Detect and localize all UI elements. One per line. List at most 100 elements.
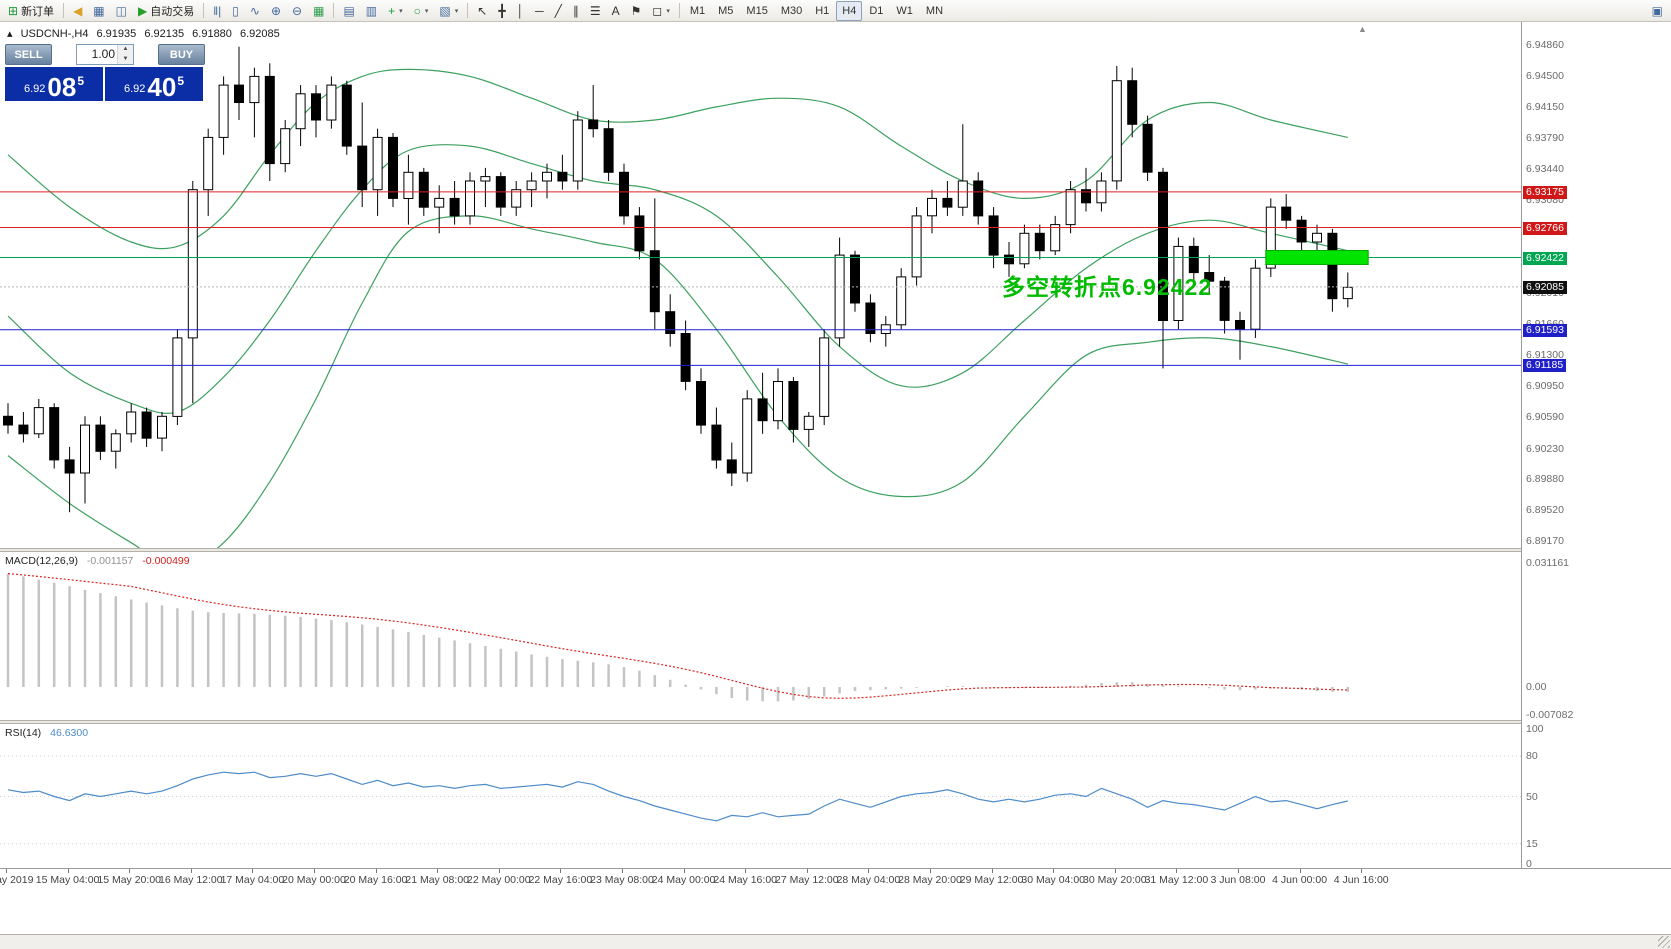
price-badge: 6.92766: [1523, 221, 1567, 235]
macd-header: MACD(12,26,9) -0.001157 -0.000499: [5, 555, 196, 567]
grid-icon[interactable]: ▦: [308, 1, 329, 21]
cursor-icon[interactable]: ↖: [472, 1, 492, 21]
panel-splitter[interactable]: [0, 548, 1671, 552]
timeframe-m1[interactable]: M1: [684, 1, 711, 21]
candle-body: [1019, 232, 1030, 265]
rsi-label: RSI(14): [5, 727, 42, 739]
trendline-icon[interactable]: ╱: [550, 1, 567, 21]
shapes-button[interactable]: ◻ ▾: [647, 1, 674, 21]
candle-body: [557, 171, 568, 182]
candle-body: [326, 84, 337, 121]
sell-price-box[interactable]: 6.92 08 5: [5, 67, 103, 101]
vertical-line-icon[interactable]: │: [512, 1, 530, 21]
tick-chart-icon[interactable]: ▦: [88, 1, 109, 21]
horizontal-line-icon[interactable]: ─: [530, 1, 549, 21]
time-tick: [1361, 869, 1363, 873]
volume-down-icon[interactable]: ▼: [118, 54, 133, 64]
volume-up-icon[interactable]: ▲: [118, 45, 133, 55]
channel-icon[interactable]: ∥: [568, 1, 584, 21]
candle-body: [1265, 206, 1276, 269]
rsi-panel[interactable]: [0, 724, 1521, 868]
candle-body: [927, 197, 937, 217]
candle-body: [834, 254, 845, 339]
candlestick-chart[interactable]: [0, 22, 1521, 548]
buy-price-box[interactable]: 6.92 40 5: [105, 67, 203, 101]
timeframe-h4[interactable]: H4: [836, 0, 863, 21]
candlestick-type-icon[interactable]: ▯: [227, 1, 244, 21]
candle-body: [773, 381, 783, 422]
timeframe-h1[interactable]: H1: [809, 1, 835, 21]
bar-chart-type-icon[interactable]: ‖|: [208, 1, 226, 21]
candle-body: [126, 411, 137, 435]
buy-price-sup: 5: [177, 74, 185, 88]
time-label: 31 May 12:00: [1144, 874, 1209, 886]
candle-body: [1173, 245, 1184, 321]
chart-shift-icon[interactable]: ▲: [1358, 24, 1367, 34]
bar-chart-type-icon: ‖|: [213, 3, 222, 18]
news-icon[interactable]: ◫: [111, 1, 132, 21]
collapse-panel-icon[interactable]: ▴: [7, 28, 13, 40]
channel-icon: ∥: [572, 3, 579, 18]
time-label: 24 May 16:00: [713, 874, 778, 886]
sell-price-sup: 5: [77, 74, 85, 88]
zoom-out-icon[interactable]: ⊖: [287, 1, 307, 21]
tile-windows-icon[interactable]: ▤: [338, 1, 359, 21]
timeframe-m30[interactable]: M30: [775, 1, 808, 21]
candle-body: [788, 381, 799, 430]
time-tick: [1238, 869, 1239, 873]
arrows-icon[interactable]: ⚑: [626, 1, 647, 21]
time-tick: [498, 869, 500, 873]
timeframe-d1-label: D1: [869, 4, 884, 17]
shapes-icon: ◻: [652, 3, 663, 18]
autotrading-button[interactable]: ▶ 自动交易: [133, 1, 199, 21]
candle-body: [988, 215, 999, 256]
panel-splitter[interactable]: [0, 720, 1671, 724]
buy-button[interactable]: BUY: [158, 44, 205, 65]
timeframe-d1[interactable]: D1: [863, 1, 889, 21]
alerts-horn-icon[interactable]: ◀: [68, 1, 87, 21]
volume-input[interactable]: 1.00 ▲ ▼: [76, 44, 134, 65]
toolbar-separator: [63, 3, 65, 18]
time-label: 15 May 20:00: [97, 874, 162, 886]
macd-panel[interactable]: [0, 552, 1521, 720]
time-label: 17 May 04:00: [220, 874, 285, 886]
zoom-in-icon[interactable]: ⊕: [266, 1, 286, 21]
cascade-windows-icon[interactable]: ▥: [361, 1, 382, 21]
time-label: 15 May 04:00: [35, 874, 100, 886]
line-chart-type-icon: ∿: [249, 3, 260, 18]
fibonacci-icon[interactable]: ☰: [585, 1, 606, 21]
timeframe-m5[interactable]: M5: [712, 1, 739, 21]
time-tick: [806, 869, 808, 873]
price-tick: 6.90590: [1526, 411, 1564, 424]
crosshair-icon[interactable]: ╋: [493, 1, 510, 21]
text-icon[interactable]: A: [607, 1, 625, 21]
timeframe-m15[interactable]: M15: [740, 1, 773, 21]
line-chart-type-icon[interactable]: ∿: [245, 1, 265, 21]
price-tick: 80: [1526, 750, 1538, 762]
highlight-zone[interactable]: [1265, 250, 1369, 265]
templates-button[interactable]: ▧ ▾: [434, 1, 463, 21]
resize-grip[interactable]: [1658, 936, 1670, 948]
periods-icon: ○: [413, 3, 421, 18]
templates-icon: ▧: [439, 3, 451, 18]
candle-body: [341, 84, 352, 147]
sell-button[interactable]: SELL: [5, 44, 52, 65]
timeframe-mn[interactable]: MN: [920, 1, 949, 21]
toolbar-separator: [203, 3, 205, 18]
new-order-button[interactable]: ⊞ 新订单: [3, 1, 59, 21]
price-axis[interactable]: 6.94860 6.94500 6.94150 6.93790 6.93440 6.930…: [1521, 22, 1671, 890]
arrows-icon: ⚑: [630, 3, 642, 18]
timeframe-w1-label: W1: [896, 4, 913, 17]
toolbar-separator: [333, 3, 335, 18]
new-order-icon: ⊞: [8, 3, 19, 18]
indicators-button[interactable]: + ▾: [383, 1, 408, 21]
time-label: 4 Jun 00:00: [1272, 874, 1328, 886]
timeframe-m1-label: M1: [689, 4, 706, 17]
timeframe-w1[interactable]: W1: [890, 1, 919, 21]
periods-button[interactable]: ○ ▾: [409, 1, 434, 21]
window-menu-icon[interactable]: ▣: [1647, 1, 1668, 21]
chevron-down-icon: ▾: [399, 7, 403, 15]
candle-body: [1034, 232, 1045, 252]
candle-body: [1235, 320, 1245, 330]
